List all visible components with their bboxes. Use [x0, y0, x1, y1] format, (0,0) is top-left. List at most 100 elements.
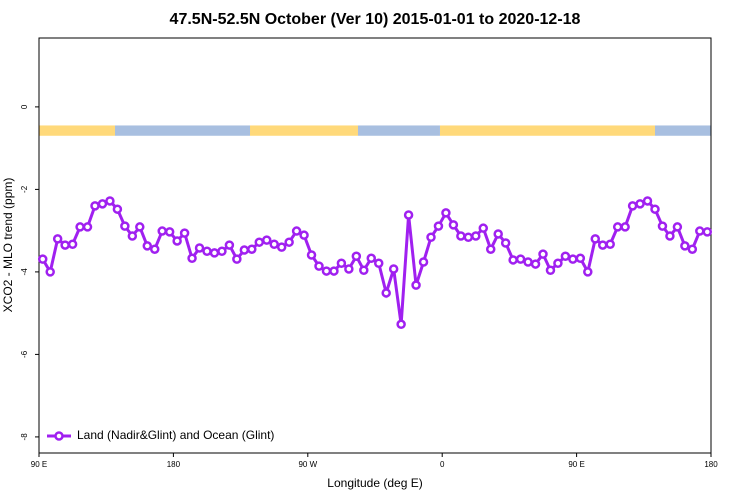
data-point [396, 319, 406, 330]
y-axis-label: XCO2 - MLO trend (ppm) [1, 178, 15, 313]
data-point [583, 267, 593, 277]
data-point [560, 251, 571, 261]
data-point [538, 249, 548, 259]
data-point [164, 227, 175, 237]
data-point [344, 264, 354, 274]
data-point [359, 265, 369, 276]
data-point [45, 267, 55, 277]
data-point [142, 241, 153, 251]
data-point [90, 201, 100, 211]
data-point [157, 226, 167, 236]
data-point [508, 255, 518, 265]
data-point [426, 232, 436, 242]
legend-label: Land (Nadir&Glint) and Ocean (Glint) [77, 428, 274, 442]
chart-title: 47.5N-52.5N October (Ver 10) 2015-01-01 … [170, 11, 581, 28]
legend-marker [54, 431, 64, 441]
data-point [568, 254, 578, 264]
data-point [299, 230, 309, 240]
ocean-strip [357, 125, 440, 136]
y-tick-label: -2 [20, 185, 29, 193]
ocean-strip [115, 125, 251, 136]
data-point [247, 244, 257, 254]
data-point [239, 245, 250, 255]
data-point [687, 244, 698, 254]
data-point [291, 226, 302, 236]
data-point [605, 239, 615, 250]
data-point [254, 237, 265, 247]
data-point [433, 221, 444, 231]
data-point [680, 241, 690, 251]
x-tick-label: 0 [440, 460, 445, 469]
data-point [351, 251, 362, 261]
data-point [635, 199, 645, 209]
data-point [388, 264, 399, 274]
y-tick-label: 0 [20, 104, 29, 109]
plot-frame [38, 37, 712, 454]
data-point [67, 239, 78, 250]
data-point [441, 208, 451, 218]
x-axis-label: Longitude (deg E) [327, 476, 422, 490]
data-point [478, 223, 489, 233]
x-tick-label: 90 W [298, 460, 317, 469]
data-point [366, 253, 377, 264]
data-point [127, 231, 138, 241]
land-strip [250, 125, 358, 136]
data-point [105, 196, 115, 206]
data-point [306, 250, 317, 260]
y-tick-label: -6 [20, 350, 29, 358]
data-point [269, 239, 279, 250]
ocean-strip [655, 125, 711, 136]
data-point [37, 254, 48, 264]
data-point [665, 231, 675, 241]
data-point [373, 258, 384, 268]
y-tick-label: -8 [20, 433, 29, 441]
y-tick-label: -4 [20, 268, 29, 276]
data-point [97, 199, 108, 209]
data-point [75, 222, 85, 232]
data-point [597, 240, 608, 250]
data-point [60, 240, 70, 250]
data-point [672, 222, 683, 232]
data-point [642, 196, 653, 206]
data-point [695, 226, 705, 236]
data-point [194, 243, 205, 253]
data-point [456, 231, 466, 241]
data-point [329, 266, 339, 276]
data-point [82, 222, 93, 232]
x-tick-label: 180 [704, 460, 718, 469]
data-point [202, 246, 212, 257]
data-point [575, 253, 586, 264]
data-point [530, 259, 541, 269]
data-point [650, 204, 660, 214]
data-point [411, 280, 421, 290]
data-point [657, 221, 668, 231]
x-tick-label: 90 E [31, 460, 47, 469]
data-point [232, 254, 242, 264]
x-tick-label: 90 E [568, 460, 584, 469]
data-point [284, 237, 294, 247]
data-point [112, 204, 123, 214]
data-point [224, 240, 235, 250]
data-point [172, 236, 182, 246]
data-point [523, 257, 533, 267]
data-point [209, 248, 220, 258]
data-point [179, 228, 190, 238]
data-point [149, 244, 160, 254]
data-point [545, 265, 556, 276]
data-point [261, 235, 272, 245]
data-point [553, 258, 563, 268]
data-point [403, 210, 414, 220]
data-point [321, 266, 332, 276]
data-point [381, 288, 391, 298]
data-point [418, 257, 429, 267]
data-point [187, 253, 197, 264]
data-point [702, 227, 713, 237]
data-point [336, 258, 347, 268]
data-point [485, 244, 496, 254]
data-point [471, 231, 481, 241]
data-point [620, 222, 630, 232]
data-point [612, 222, 623, 232]
land-strip [439, 125, 655, 136]
data-point [120, 221, 130, 231]
